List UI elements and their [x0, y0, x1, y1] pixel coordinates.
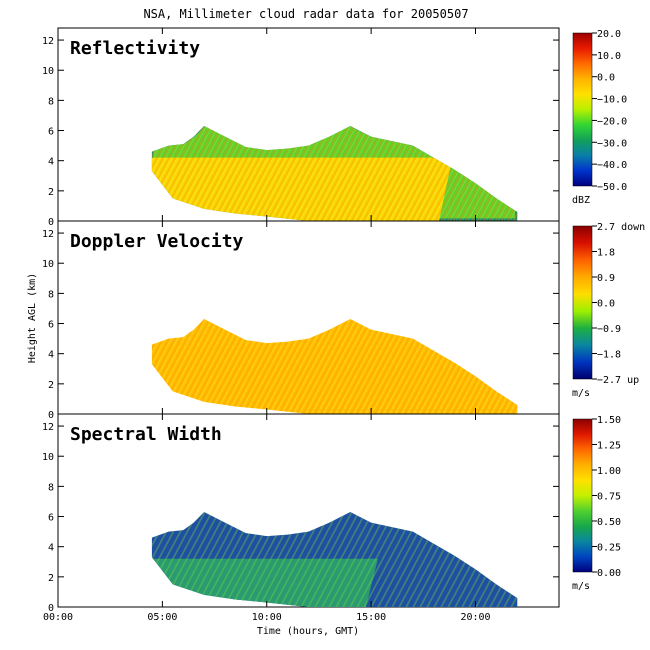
colorbar-tick-label: 0.50 — [597, 517, 621, 528]
colorbar-ticks: 1.50 1.25 1.00 0.75 0.50 0.25 0.00 — [592, 415, 621, 579]
colorbar-tick-label: 1.8 — [597, 248, 615, 259]
x-axis: 00:00 05:00 10:00 15:00 20:00 — [43, 28, 491, 623]
colorbar-tick-label: 0.9 — [597, 273, 615, 284]
colorbar-tick-label: 0.0 — [597, 299, 615, 310]
spectral-width-panel: Spectral Width 0 2 4 6 8 10 12 — [42, 413, 560, 614]
reflectivity-colorbar: 20.0 10.0 0.0 −10.0 −20.0 −30.0 −40.0 −50.0 dBZ — [572, 29, 627, 206]
colorbar-fill — [572, 32, 593, 187]
y-tick-label: 8 — [48, 289, 54, 300]
y-tick-label: 10 — [42, 452, 54, 463]
colorbar-fill — [572, 225, 593, 380]
y-tick-label: 6 — [48, 127, 54, 138]
colorbar-tick-label: 2.7 down — [597, 222, 645, 233]
colorbar-tick-label: −50.0 — [597, 182, 627, 193]
colorbar-unit: m/s — [572, 581, 590, 592]
colorbar-tick-label: −10.0 — [597, 95, 627, 106]
colorbar-tick-label: −30.0 — [597, 138, 627, 149]
colorbar-tick-label: 1.00 — [597, 466, 621, 477]
panel-title: Spectral Width — [70, 424, 222, 445]
colorbar-ticks: 20.0 10.0 0.0 −10.0 −20.0 −30.0 −40.0 −50.0 — [592, 29, 627, 193]
y-tick-label: 4 — [48, 350, 54, 361]
colorbar-fill — [572, 418, 593, 573]
colorbar-unit: dBZ — [572, 195, 590, 206]
x-tick-label: 00:00 — [43, 612, 73, 623]
y-tick-label: 0 — [48, 217, 54, 228]
x-axis-label: Time (hours, GMT) — [257, 626, 359, 637]
colorbar-tick-label: 1.50 — [597, 415, 621, 426]
colorbar-tick-label: −0.9 — [597, 324, 621, 335]
colorbar-unit: m/s — [572, 388, 590, 399]
y-tick-label: 6 — [48, 320, 54, 331]
y-tick-label: 2 — [48, 573, 54, 584]
y-tick-label: 2 — [48, 187, 54, 198]
y-tick-label: 12 — [42, 229, 54, 240]
y-tick-label: 12 — [42, 422, 54, 433]
velocity-colorbar: 2.7 down 1.8 0.9 0.0 −0.9 −1.8 −2.7 up m/s — [572, 222, 645, 399]
panel-title: Reflectivity — [70, 38, 200, 59]
colorbar-tick-label: −40.0 — [597, 160, 627, 171]
y-tick-label: 2 — [48, 380, 54, 391]
y-tick-label: 8 — [48, 96, 54, 107]
y-tick-label: 4 — [48, 157, 54, 168]
colorbar-tick-label: 0.00 — [597, 568, 621, 579]
colorbar-tick-label: −1.8 — [597, 350, 621, 361]
x-tick-label: 05:00 — [147, 612, 177, 623]
width-colorbar: 1.50 1.25 1.00 0.75 0.50 0.25 0.00 m/s — [572, 415, 621, 592]
velocity-echo — [151, 319, 518, 414]
y-tick-label: 8 — [48, 482, 54, 493]
panel-title: Doppler Velocity — [70, 231, 244, 252]
y-tick-label: 10 — [42, 259, 54, 270]
figure-title: NSA, Millimeter cloud radar data for 200… — [143, 7, 468, 21]
x-tick-label: 10:00 — [252, 612, 282, 623]
colorbar-tick-label: 0.0 — [597, 73, 615, 84]
reflectivity-echo — [151, 126, 518, 221]
y-tick-label: 0 — [48, 410, 54, 421]
colorbar-tick-label: 1.25 — [597, 441, 621, 452]
colorbar-tick-label: 0.75 — [597, 492, 621, 503]
colorbar-tick-label: 0.25 — [597, 543, 621, 554]
colorbar-ticks: 2.7 down 1.8 0.9 0.0 −0.9 −1.8 −2.7 up — [592, 222, 645, 386]
doppler-velocity-panel: Doppler Velocity 0 2 4 6 8 10 12 — [42, 220, 560, 421]
x-tick-label: 15:00 — [356, 612, 386, 623]
colorbar-tick-label: −20.0 — [597, 116, 627, 127]
colorbar-tick-label: 10.0 — [597, 51, 621, 62]
y-tick-label: 10 — [42, 66, 54, 77]
y-tick-label: 0 — [48, 603, 54, 614]
y-axis-label: Height AGL (km) — [27, 273, 38, 363]
y-tick-label: 12 — [42, 36, 54, 47]
y-tick-label: 4 — [48, 543, 54, 554]
colorbar-tick-label: 20.0 — [597, 29, 621, 40]
colorbar-tick-label: −2.7 up — [597, 375, 639, 386]
y-tick-label: 6 — [48, 513, 54, 524]
x-tick-label: 20:00 — [460, 612, 490, 623]
reflectivity-panel: Reflectivity 0 2 4 6 8 10 12 — [42, 27, 560, 228]
y-axis: 0 2 4 6 8 10 12 — [42, 422, 559, 614]
